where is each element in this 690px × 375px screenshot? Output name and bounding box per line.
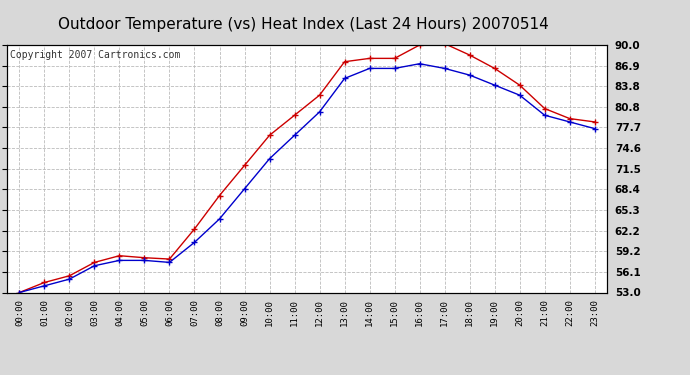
Text: Outdoor Temperature (vs) Heat Index (Last 24 Hours) 20070514: Outdoor Temperature (vs) Heat Index (Las… — [58, 17, 549, 32]
Text: Copyright 2007 Cartronics.com: Copyright 2007 Cartronics.com — [10, 50, 180, 60]
